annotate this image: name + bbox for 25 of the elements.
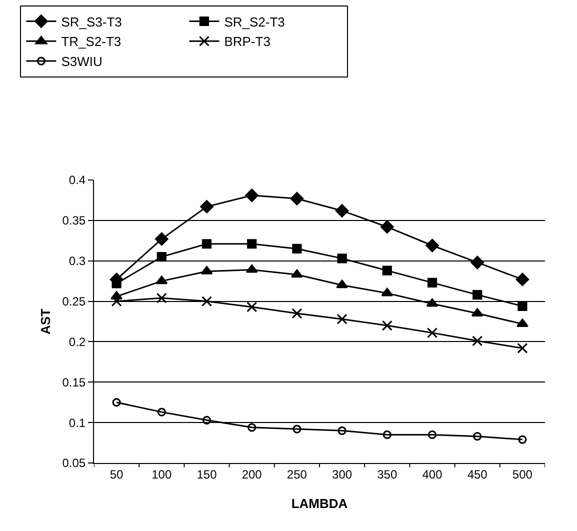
x-tick-label: 250: [286, 467, 308, 482]
y-axis-title: AST: [38, 308, 54, 334]
y-tick-label: 0.1: [68, 416, 86, 430]
x-tick-label: 200: [242, 467, 262, 482]
x-tick-label: 100: [152, 467, 172, 482]
y-tick-label: 0.2: [68, 334, 86, 349]
x-tick-label: 300: [332, 467, 352, 482]
legend-label: SR_S2-T3: [224, 14, 285, 30]
y-tick-label: 0.25: [62, 294, 86, 308]
y-tick-label: 0.15: [62, 375, 86, 390]
y-tick-label: 0.35: [62, 214, 86, 228]
x-tick-label: 50: [110, 467, 124, 482]
x-tick-label: 450: [467, 467, 488, 482]
y-tick-label: 0.3: [68, 254, 86, 268]
x-tick-label: 150: [196, 467, 218, 482]
x-tick-label: 350: [377, 467, 398, 482]
legend-label: S3WIU: [61, 54, 102, 70]
x-tick-label: 500: [512, 467, 533, 482]
y-tick-label: 0.05: [62, 456, 86, 470]
x-axis-title: LAMBDA: [291, 496, 348, 511]
x-tick-label: 400: [422, 467, 443, 482]
legend-label: SR_S3-T3: [61, 14, 122, 30]
legend-label: BRP-T3: [224, 34, 270, 50]
y-tick-label: 0.4: [68, 173, 86, 188]
legend-label: TR_S2-T3: [61, 34, 122, 50]
